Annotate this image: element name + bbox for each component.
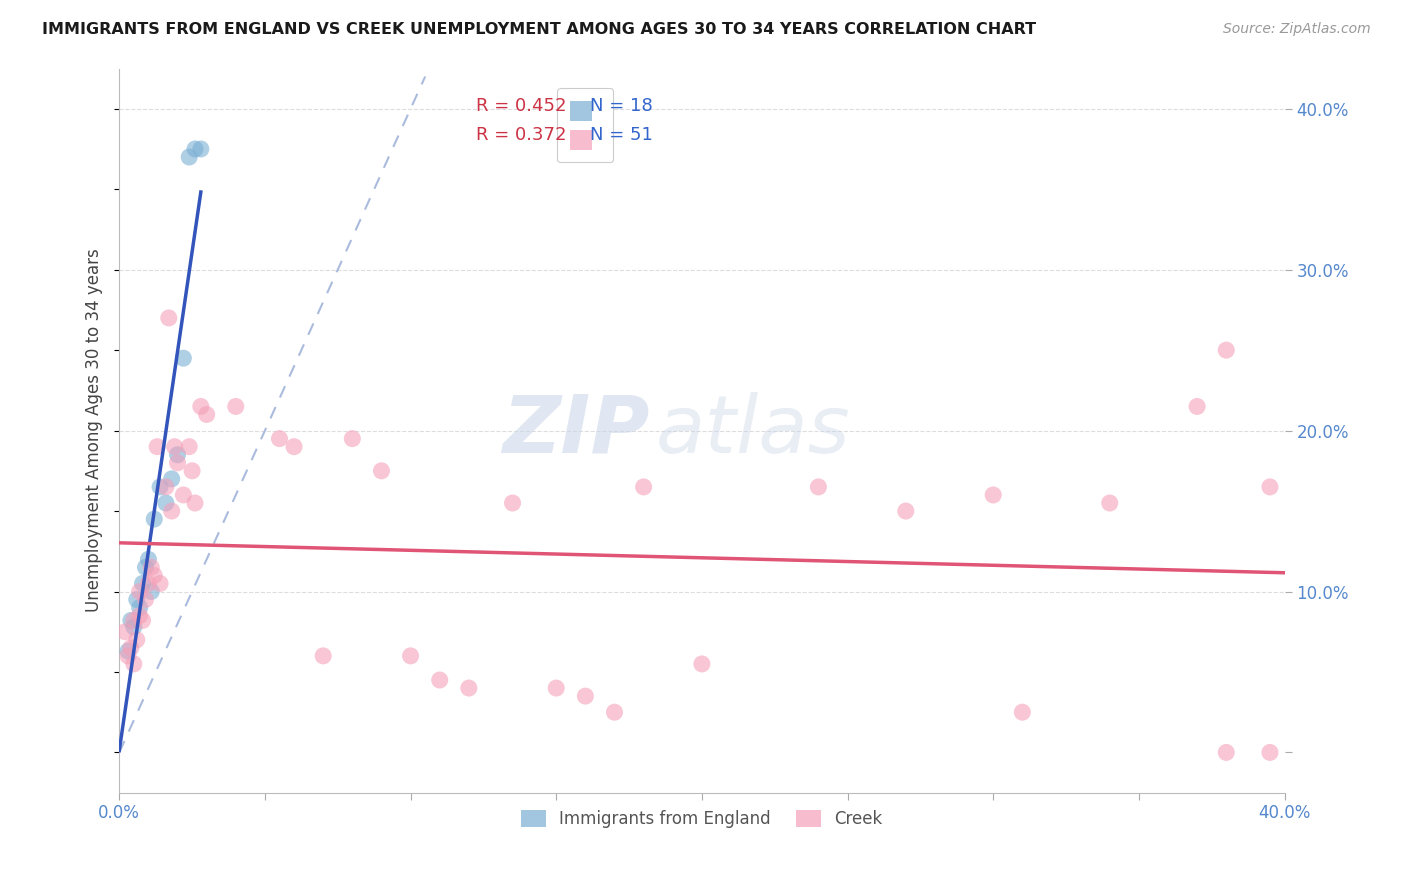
Point (131, 576, 153, 591)
Point (125, 632, 148, 647)
Legend: Immigrants from England, Creek: Immigrants from England, Creek (515, 804, 890, 835)
Point (546, 681, 568, 695)
Point (166, 448, 188, 462)
Point (184, 142, 207, 156)
Point (138, 552, 160, 566)
Point (1258, 746, 1281, 760)
Text: N = 51: N = 51 (591, 126, 652, 145)
Text: N = 18: N = 18 (591, 97, 652, 115)
Point (690, 657, 713, 671)
Point (283, 440, 305, 454)
Point (143, 512, 166, 526)
Text: R = 0.452: R = 0.452 (475, 97, 567, 115)
Point (894, 504, 917, 518)
Point (134, 592, 156, 607)
Text: IMMIGRANTS FROM ENGLAND VS CREEK UNEMPLOYMENT AMONG AGES 30 TO 34 YEARS CORRELAT: IMMIGRANTS FROM ENGLAND VS CREEK UNEMPLO… (42, 22, 1036, 37)
Point (1215, 343, 1237, 358)
Point (122, 657, 145, 671)
Point (574, 689, 596, 703)
Point (807, 480, 830, 494)
Point (457, 681, 479, 695)
Point (122, 620, 145, 634)
Y-axis label: Unemployment Among Ages 30 to 34 years: Unemployment Among Ages 30 to 34 years (86, 249, 103, 613)
Point (120, 614, 142, 628)
Point (1185, 400, 1208, 414)
Point (120, 640, 142, 655)
Point (1258, 480, 1281, 494)
Point (184, 496, 207, 510)
Point (399, 648, 422, 663)
Point (633, 480, 655, 494)
Text: ZIP: ZIP (502, 392, 650, 469)
Point (128, 584, 150, 599)
Point (160, 504, 183, 518)
Point (1098, 496, 1121, 510)
Point (1215, 746, 1237, 760)
Point (149, 480, 172, 494)
Point (181, 464, 204, 478)
Point (157, 310, 180, 325)
Point (141, 560, 163, 574)
Point (155, 496, 177, 510)
Point (163, 440, 186, 454)
Point (149, 576, 172, 591)
Text: R = 0.372: R = 0.372 (475, 126, 567, 145)
Point (160, 472, 183, 486)
Point (117, 644, 139, 658)
Point (179, 150, 201, 164)
Point (1011, 705, 1033, 719)
Point (269, 432, 291, 446)
Point (502, 496, 524, 510)
Point (131, 614, 153, 628)
Point (312, 648, 335, 663)
Point (195, 408, 218, 422)
Point (190, 142, 212, 156)
Point (166, 456, 188, 470)
Point (146, 440, 169, 454)
Point (128, 600, 150, 615)
Point (190, 400, 212, 414)
Point (143, 568, 166, 582)
Point (603, 705, 626, 719)
Point (981, 488, 1004, 502)
Point (155, 480, 177, 494)
Point (114, 624, 136, 639)
Point (225, 400, 247, 414)
Point (117, 648, 139, 663)
Point (122, 614, 145, 628)
Point (138, 576, 160, 591)
Point (370, 464, 392, 478)
Point (172, 488, 194, 502)
Point (134, 560, 156, 574)
Point (342, 432, 364, 446)
Text: atlas: atlas (655, 392, 851, 469)
Point (128, 608, 150, 623)
Point (429, 673, 451, 687)
Point (172, 351, 194, 366)
Text: Source: ZipAtlas.com: Source: ZipAtlas.com (1223, 22, 1371, 37)
Point (125, 592, 148, 607)
Point (141, 584, 163, 599)
Point (179, 440, 201, 454)
